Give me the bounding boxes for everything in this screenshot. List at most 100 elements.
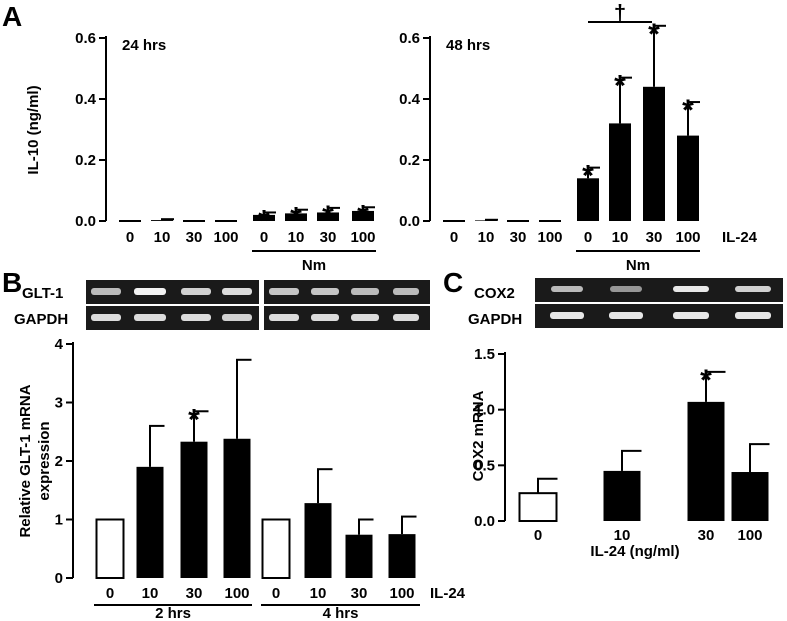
annotation-48hrs: 48 hrs <box>446 37 490 54</box>
x-tick-label: 30 <box>186 585 203 602</box>
chart-a-24hrs: 24 hrs IL-10 (ng/ml) 0.0 0.2 0.4 0.6 0 10 30 10… <box>25 30 376 274</box>
significance-bracket: † <box>588 0 652 25</box>
significance-star: * <box>258 204 270 237</box>
bar <box>151 220 173 221</box>
panel-label-c: C <box>443 267 463 298</box>
x-tick-label: 30 <box>698 527 715 544</box>
y-tick-label: 0.2 <box>399 152 420 169</box>
bar <box>253 214 275 221</box>
y-tick-label: 1 <box>55 512 63 529</box>
y-axis-label-b-line2: expression <box>36 421 53 500</box>
gel-band <box>134 314 166 321</box>
gel-band <box>222 314 252 321</box>
gel-band <box>91 288 121 295</box>
x-tick-label: 30 <box>510 229 527 246</box>
bar <box>95 518 125 579</box>
gel-band <box>311 288 339 295</box>
x-tick-label: 0 <box>272 585 280 602</box>
y-tick-label: 0.4 <box>75 91 97 108</box>
bar <box>609 123 631 221</box>
gel-band <box>134 288 166 295</box>
x-tick-label: 0 <box>126 229 134 246</box>
gel-band <box>673 312 709 319</box>
y-tick-label: 1.0 <box>474 402 495 419</box>
bar <box>304 503 332 578</box>
x-tick-label: 10 <box>612 229 629 246</box>
y-tick-label: 0 <box>55 570 63 587</box>
bar <box>731 472 769 521</box>
group-label: Nm <box>302 257 326 274</box>
y-tick-label: 0.0 <box>75 213 96 230</box>
y-tick-label: 0.4 <box>399 91 421 108</box>
significance-star: * <box>582 160 594 193</box>
x-tick-label: 30 <box>646 229 663 246</box>
x-tick-label: 10 <box>142 585 159 602</box>
gel-band <box>351 288 379 295</box>
bar <box>345 534 373 578</box>
gel-band <box>269 314 299 321</box>
group-label: 2 hrs <box>155 605 191 621</box>
x-tick-label: 30 <box>351 585 368 602</box>
chart-c: COX2 mRNA IL-24 (ng/ml) 0.0 0.5 1.0 1.5 0 10 *… <box>470 346 770 560</box>
gel-band <box>91 314 121 321</box>
x-tick-label: 100 <box>675 229 700 246</box>
gel-c: COX2 GAPDH <box>468 278 783 328</box>
gel-b: GLT-1 GAPDH <box>14 280 430 330</box>
gel-band <box>551 286 583 292</box>
x-tick-label: 10 <box>154 229 171 246</box>
gel-c-label-cox2: COX2 <box>474 285 515 302</box>
y-axis-label-cox2: COX2 mRNA <box>470 390 487 481</box>
y-tick-label: 4 <box>55 336 64 353</box>
x-tick-label: 0 <box>450 229 458 246</box>
bar <box>317 212 339 221</box>
x-tick-label: 0 <box>260 229 268 246</box>
x-axis-label-il24: IL-24 (ng/ml) <box>590 543 679 560</box>
x-tick-label: 10 <box>478 229 495 246</box>
gel-band <box>550 312 584 319</box>
bar <box>643 86 665 221</box>
bar <box>577 178 599 221</box>
gel-band <box>181 314 211 321</box>
gel-band <box>351 314 379 321</box>
bar <box>136 466 164 578</box>
bar <box>677 135 699 221</box>
gel-band <box>311 314 339 321</box>
significance-star: * <box>700 364 712 397</box>
y-tick-label: 1.5 <box>474 346 495 363</box>
chart-a-48hrs: 48 hrs † 0.0 0.2 0.4 0.6 0 10 30 100 * 0 * 10 * 30 * 10… <box>399 0 758 274</box>
gel-b-label-gapdh: GAPDH <box>14 311 68 328</box>
y-tick-label: 0.2 <box>75 152 96 169</box>
bar <box>352 210 374 221</box>
x-tick-label: 0 <box>534 527 542 544</box>
gel-b-label-glt1: GLT-1 <box>22 285 63 302</box>
x-tick-label: 100 <box>737 527 762 544</box>
x-tick-label: 30 <box>320 229 337 246</box>
panel-label-a: A <box>2 1 22 32</box>
gel-band <box>610 286 642 292</box>
y-tick-label: 0.6 <box>399 30 420 47</box>
y-tick-label: 0.0 <box>399 213 420 230</box>
bar <box>180 441 208 578</box>
x-tick-label: 10 <box>310 585 327 602</box>
x-tick-label: 0 <box>106 585 114 602</box>
significance-star: * <box>682 94 694 127</box>
trailing-label-il24: IL-24 <box>430 585 466 602</box>
y-tick-label: 0.0 <box>474 513 495 530</box>
x-tick-label: 100 <box>213 229 238 246</box>
bar <box>518 492 558 522</box>
x-tick-label: 0 <box>584 229 592 246</box>
trailing-label-il24: IL-24 <box>722 229 758 246</box>
gel-band <box>673 286 709 292</box>
group-label: Nm <box>626 257 650 274</box>
group-label: 4 hrs <box>323 605 359 621</box>
bar <box>603 470 641 521</box>
gel-band <box>609 312 643 319</box>
x-tick-label: 10 <box>614 527 631 544</box>
x-tick-label: 100 <box>389 585 414 602</box>
bar <box>285 213 307 221</box>
gel-band <box>735 312 771 319</box>
significance-star: * <box>322 200 334 233</box>
annotation-24hrs: 24 hrs <box>122 37 166 54</box>
panel-label-b: B <box>2 267 22 298</box>
